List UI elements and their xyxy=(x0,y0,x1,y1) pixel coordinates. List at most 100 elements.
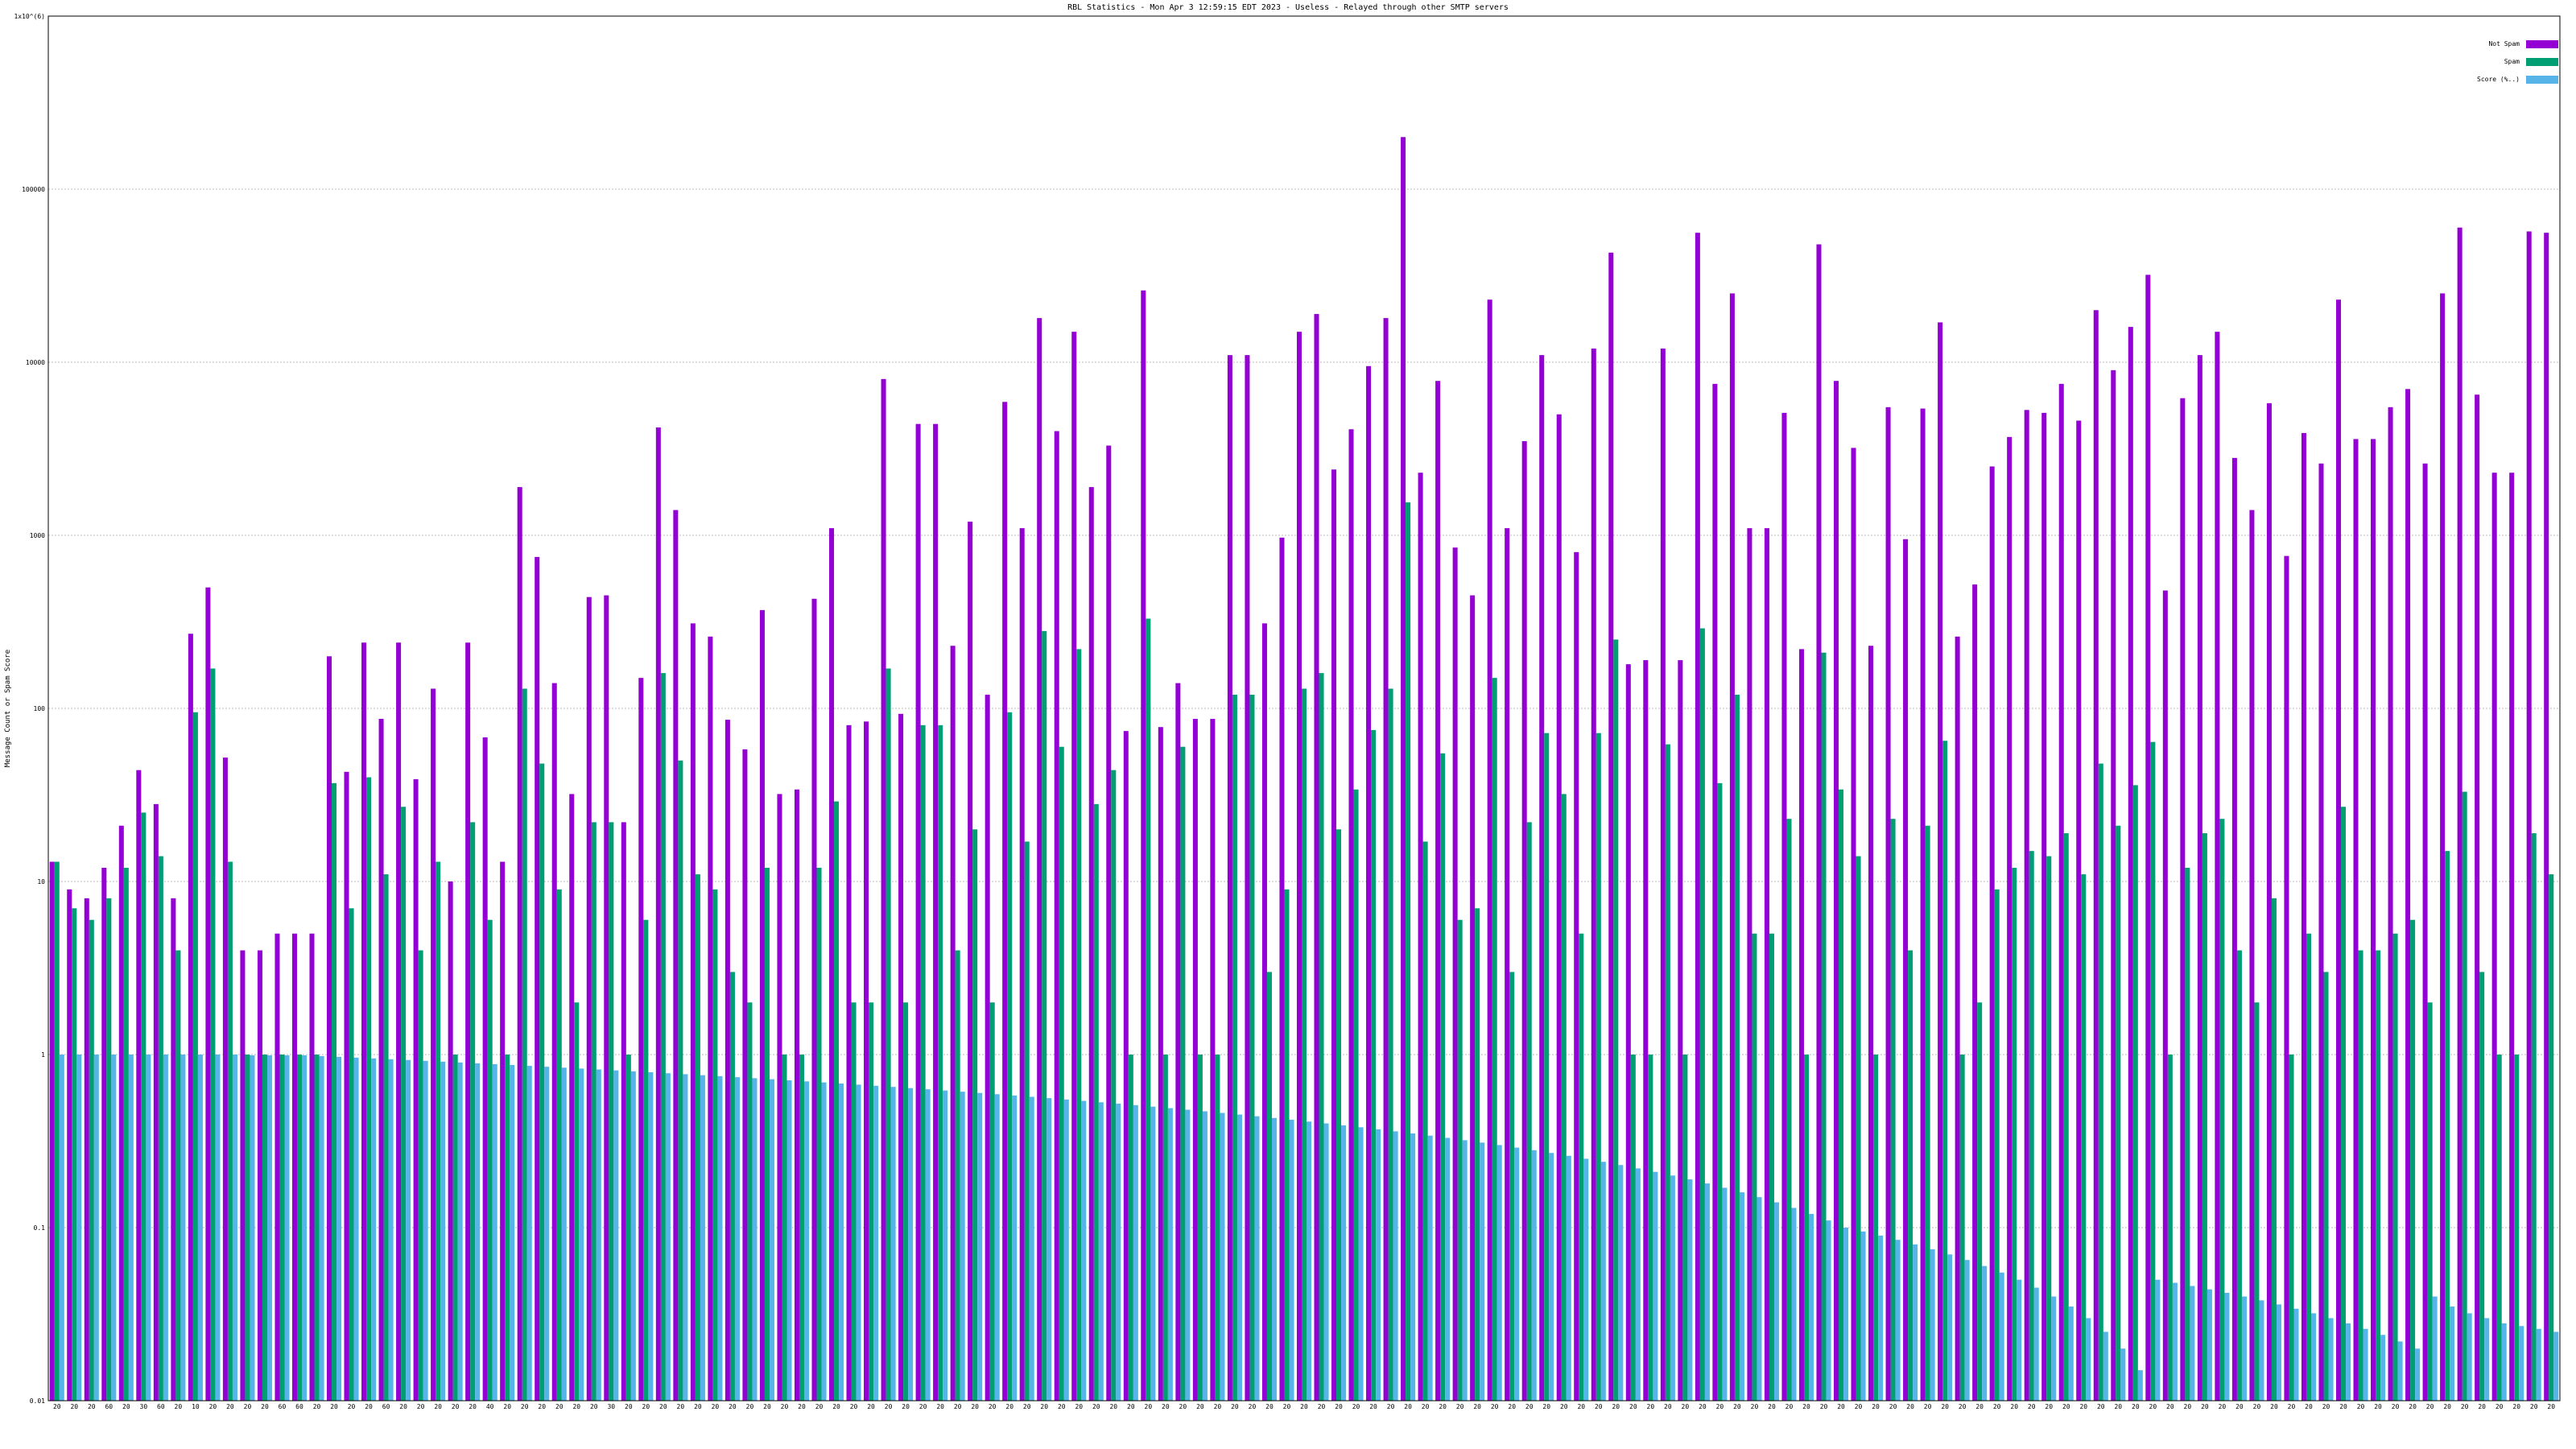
bar-notspam xyxy=(49,861,55,1401)
x-tick-label: 20 xyxy=(1179,1403,1187,1410)
bar-score xyxy=(1063,1099,1069,1401)
bar-score xyxy=(526,1066,532,1401)
bar-notspam xyxy=(968,521,973,1401)
x-tick-label: 20 xyxy=(746,1403,754,1410)
bar-notspam xyxy=(2197,355,2202,1401)
bar-notspam xyxy=(1054,431,1059,1401)
y-axis-ticks: 0.01 0.1 1 10 100 1000 10000 100000 1x10^(6) xyxy=(14,13,45,1405)
x-tick-label: 20 xyxy=(2530,1403,2538,1410)
bar-spam xyxy=(2132,785,2138,1401)
bar-notspam xyxy=(1088,487,1094,1401)
bar-score xyxy=(2536,1328,2541,1401)
bar-spam xyxy=(2323,972,2329,1401)
bar-notspam xyxy=(171,898,176,1401)
x-tick-label: 20 xyxy=(677,1403,685,1410)
x-tick-label: 30 xyxy=(607,1403,615,1410)
x-tick-label: 60 xyxy=(105,1403,113,1410)
bar-spam xyxy=(2219,819,2225,1401)
x-axis-ticks: 20 20 20 60 20 30 60 20 10 20 20 20 20 60 60 20 20 20 20 60… xyxy=(53,1403,2555,1410)
x-tick-label: 20 xyxy=(1699,1403,1707,1410)
x-tick-label: 20 xyxy=(763,1403,771,1410)
bar-score xyxy=(2467,1313,2472,1401)
bar-notspam xyxy=(2024,410,2029,1401)
x-tick-label: 20 xyxy=(348,1403,356,1410)
x-tick-label: 60 xyxy=(295,1403,303,1410)
bar-spam xyxy=(539,763,545,1401)
bar-notspam xyxy=(1505,528,1510,1401)
bar-spam xyxy=(1699,628,1705,1401)
x-tick-label: 20 xyxy=(1889,1403,1897,1410)
bar-score xyxy=(232,1055,237,1401)
bars-group xyxy=(49,137,2559,1402)
chart-title: RBL Statistics - Mon Apr 3 12:59:15 EDT … xyxy=(1067,3,1509,12)
bar-notspam xyxy=(1487,299,1492,1401)
bar-notspam xyxy=(1158,727,1163,1401)
bar-notspam xyxy=(2215,332,2220,1401)
bar-spam xyxy=(2306,933,2312,1401)
bar-spam xyxy=(2150,741,2156,1401)
bar-spam xyxy=(2081,874,2087,1401)
bar-spam xyxy=(1544,733,1550,1401)
bar-spam xyxy=(210,668,216,1401)
bar-spam xyxy=(712,889,718,1401)
bar-score xyxy=(2259,1300,2264,1401)
bar-spam xyxy=(799,1055,805,1401)
bar-notspam xyxy=(101,867,107,1401)
bar-spam xyxy=(1561,794,1567,1401)
x-tick-label: 20 xyxy=(832,1403,840,1410)
bar-score xyxy=(630,1071,636,1401)
y-tick-label: 10000 xyxy=(26,359,45,366)
bar-notspam xyxy=(136,770,142,1401)
x-tick-label: 20 xyxy=(2496,1403,2504,1410)
bar-notspam xyxy=(915,423,921,1401)
x-tick-label: 20 xyxy=(2461,1403,2469,1410)
bar-spam xyxy=(989,1002,995,1401)
bar-score xyxy=(579,1068,584,1401)
bar-score xyxy=(76,1055,82,1401)
x-tick-label: 20 xyxy=(659,1403,667,1410)
bar-spam xyxy=(729,972,735,1401)
bar-notspam xyxy=(1348,429,1354,1401)
x-tick-label: 20 xyxy=(1560,1403,1568,1410)
bar-score xyxy=(2172,1282,2178,1401)
x-tick-label: 20 xyxy=(365,1403,373,1410)
bar-spam xyxy=(418,950,423,1401)
bar-notspam xyxy=(2475,394,2480,1401)
bar-notspam xyxy=(1435,381,1441,1401)
x-tick-label: 20 xyxy=(2132,1403,2140,1410)
x-tick-label: 20 xyxy=(1369,1403,1377,1410)
y-tick-label: 100000 xyxy=(22,186,45,193)
bar-score xyxy=(1773,1202,1780,1401)
x-tick-label: 30 xyxy=(140,1403,148,1410)
x-tick-label: 20 xyxy=(885,1403,893,1410)
bar-notspam xyxy=(1972,584,1978,1401)
x-tick-label: 20 xyxy=(1231,1403,1239,1410)
bar-score xyxy=(977,1092,983,1401)
bar-notspam xyxy=(275,933,280,1401)
bar-spam xyxy=(2236,950,2242,1401)
bar-notspam xyxy=(586,597,592,1401)
bar-notspam xyxy=(413,778,419,1401)
x-tick-label: 20 xyxy=(902,1403,910,1410)
bar-score xyxy=(59,1055,64,1401)
x-tick-label: 20 xyxy=(1872,1403,1880,1410)
bar-score xyxy=(752,1078,758,1401)
y-tick-label: 0.01 xyxy=(30,1397,45,1405)
bar-score xyxy=(786,1080,792,1401)
bar-notspam xyxy=(2388,407,2393,1401)
x-tick-label: 20 xyxy=(2409,1403,2417,1410)
bar-score xyxy=(1116,1104,1121,1401)
bar-spam xyxy=(643,919,649,1401)
bar-score xyxy=(856,1084,861,1401)
bar-score xyxy=(250,1055,255,1401)
bar-score xyxy=(1133,1104,1138,1401)
bar-score xyxy=(821,1082,827,1401)
bar-notspam xyxy=(2162,590,2168,1401)
bar-notspam xyxy=(759,609,765,1401)
bar-notspam xyxy=(742,749,748,1401)
bar-score xyxy=(146,1055,151,1401)
bar-notspam xyxy=(500,861,506,1401)
bar-spam xyxy=(1925,825,1930,1401)
bar-spam xyxy=(591,822,597,1401)
x-tick-label: 20 xyxy=(521,1403,529,1410)
